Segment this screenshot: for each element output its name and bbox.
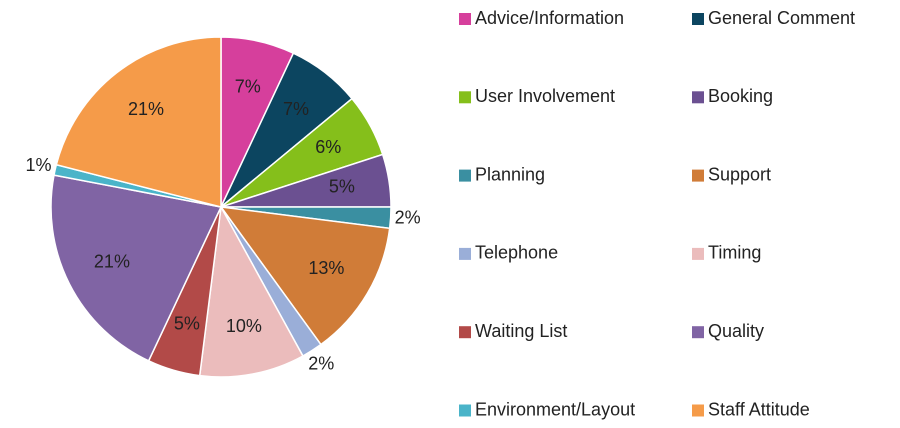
data-label: 7%: [235, 76, 261, 96]
pie-slice: [198, 204, 304, 378]
legend-swatch: [459, 247, 471, 260]
legend-swatch: [692, 404, 704, 417]
legend-swatch: [459, 326, 471, 339]
legend-label: Timing: [708, 243, 761, 263]
legend-label: Quality: [708, 321, 764, 341]
legend-label: Support: [708, 164, 771, 184]
legend-label: Staff Attitude: [708, 399, 810, 419]
data-label: 5%: [329, 177, 355, 197]
legend-label: User Involvement: [475, 86, 615, 106]
legend-swatch: [692, 13, 704, 25]
pie-slice: [50, 174, 223, 362]
legend-swatch: [692, 169, 704, 182]
legend-swatch: [692, 247, 704, 260]
legend-swatch: [459, 169, 471, 182]
legend-swatch: [459, 91, 471, 104]
legend-swatch: [692, 91, 704, 104]
data-label: 2%: [395, 207, 421, 227]
legend-label: Advice/Information: [475, 8, 624, 28]
data-label: 13%: [308, 258, 344, 278]
legend-swatch: [692, 326, 704, 339]
data-label: 21%: [128, 99, 164, 119]
data-label: 6%: [315, 137, 341, 157]
legend-label: Booking: [708, 86, 773, 106]
data-label: 2%: [308, 354, 334, 374]
pie-slice: [219, 206, 391, 346]
legend-swatch: [459, 13, 471, 25]
legend-label: Planning: [475, 164, 545, 184]
legend-label: Environment/Layout: [475, 399, 635, 419]
data-label: 21%: [94, 251, 130, 271]
data-label: 10%: [226, 316, 262, 336]
legend-swatch: [459, 404, 471, 417]
legend-label: Telephone: [475, 243, 558, 263]
pie-slice: [55, 36, 222, 208]
legend-label: Waiting List: [475, 321, 567, 341]
legend-label: General Comment: [708, 8, 855, 28]
data-label: 7%: [283, 99, 309, 119]
data-label: 5%: [174, 313, 200, 333]
data-label: 1%: [25, 155, 51, 175]
